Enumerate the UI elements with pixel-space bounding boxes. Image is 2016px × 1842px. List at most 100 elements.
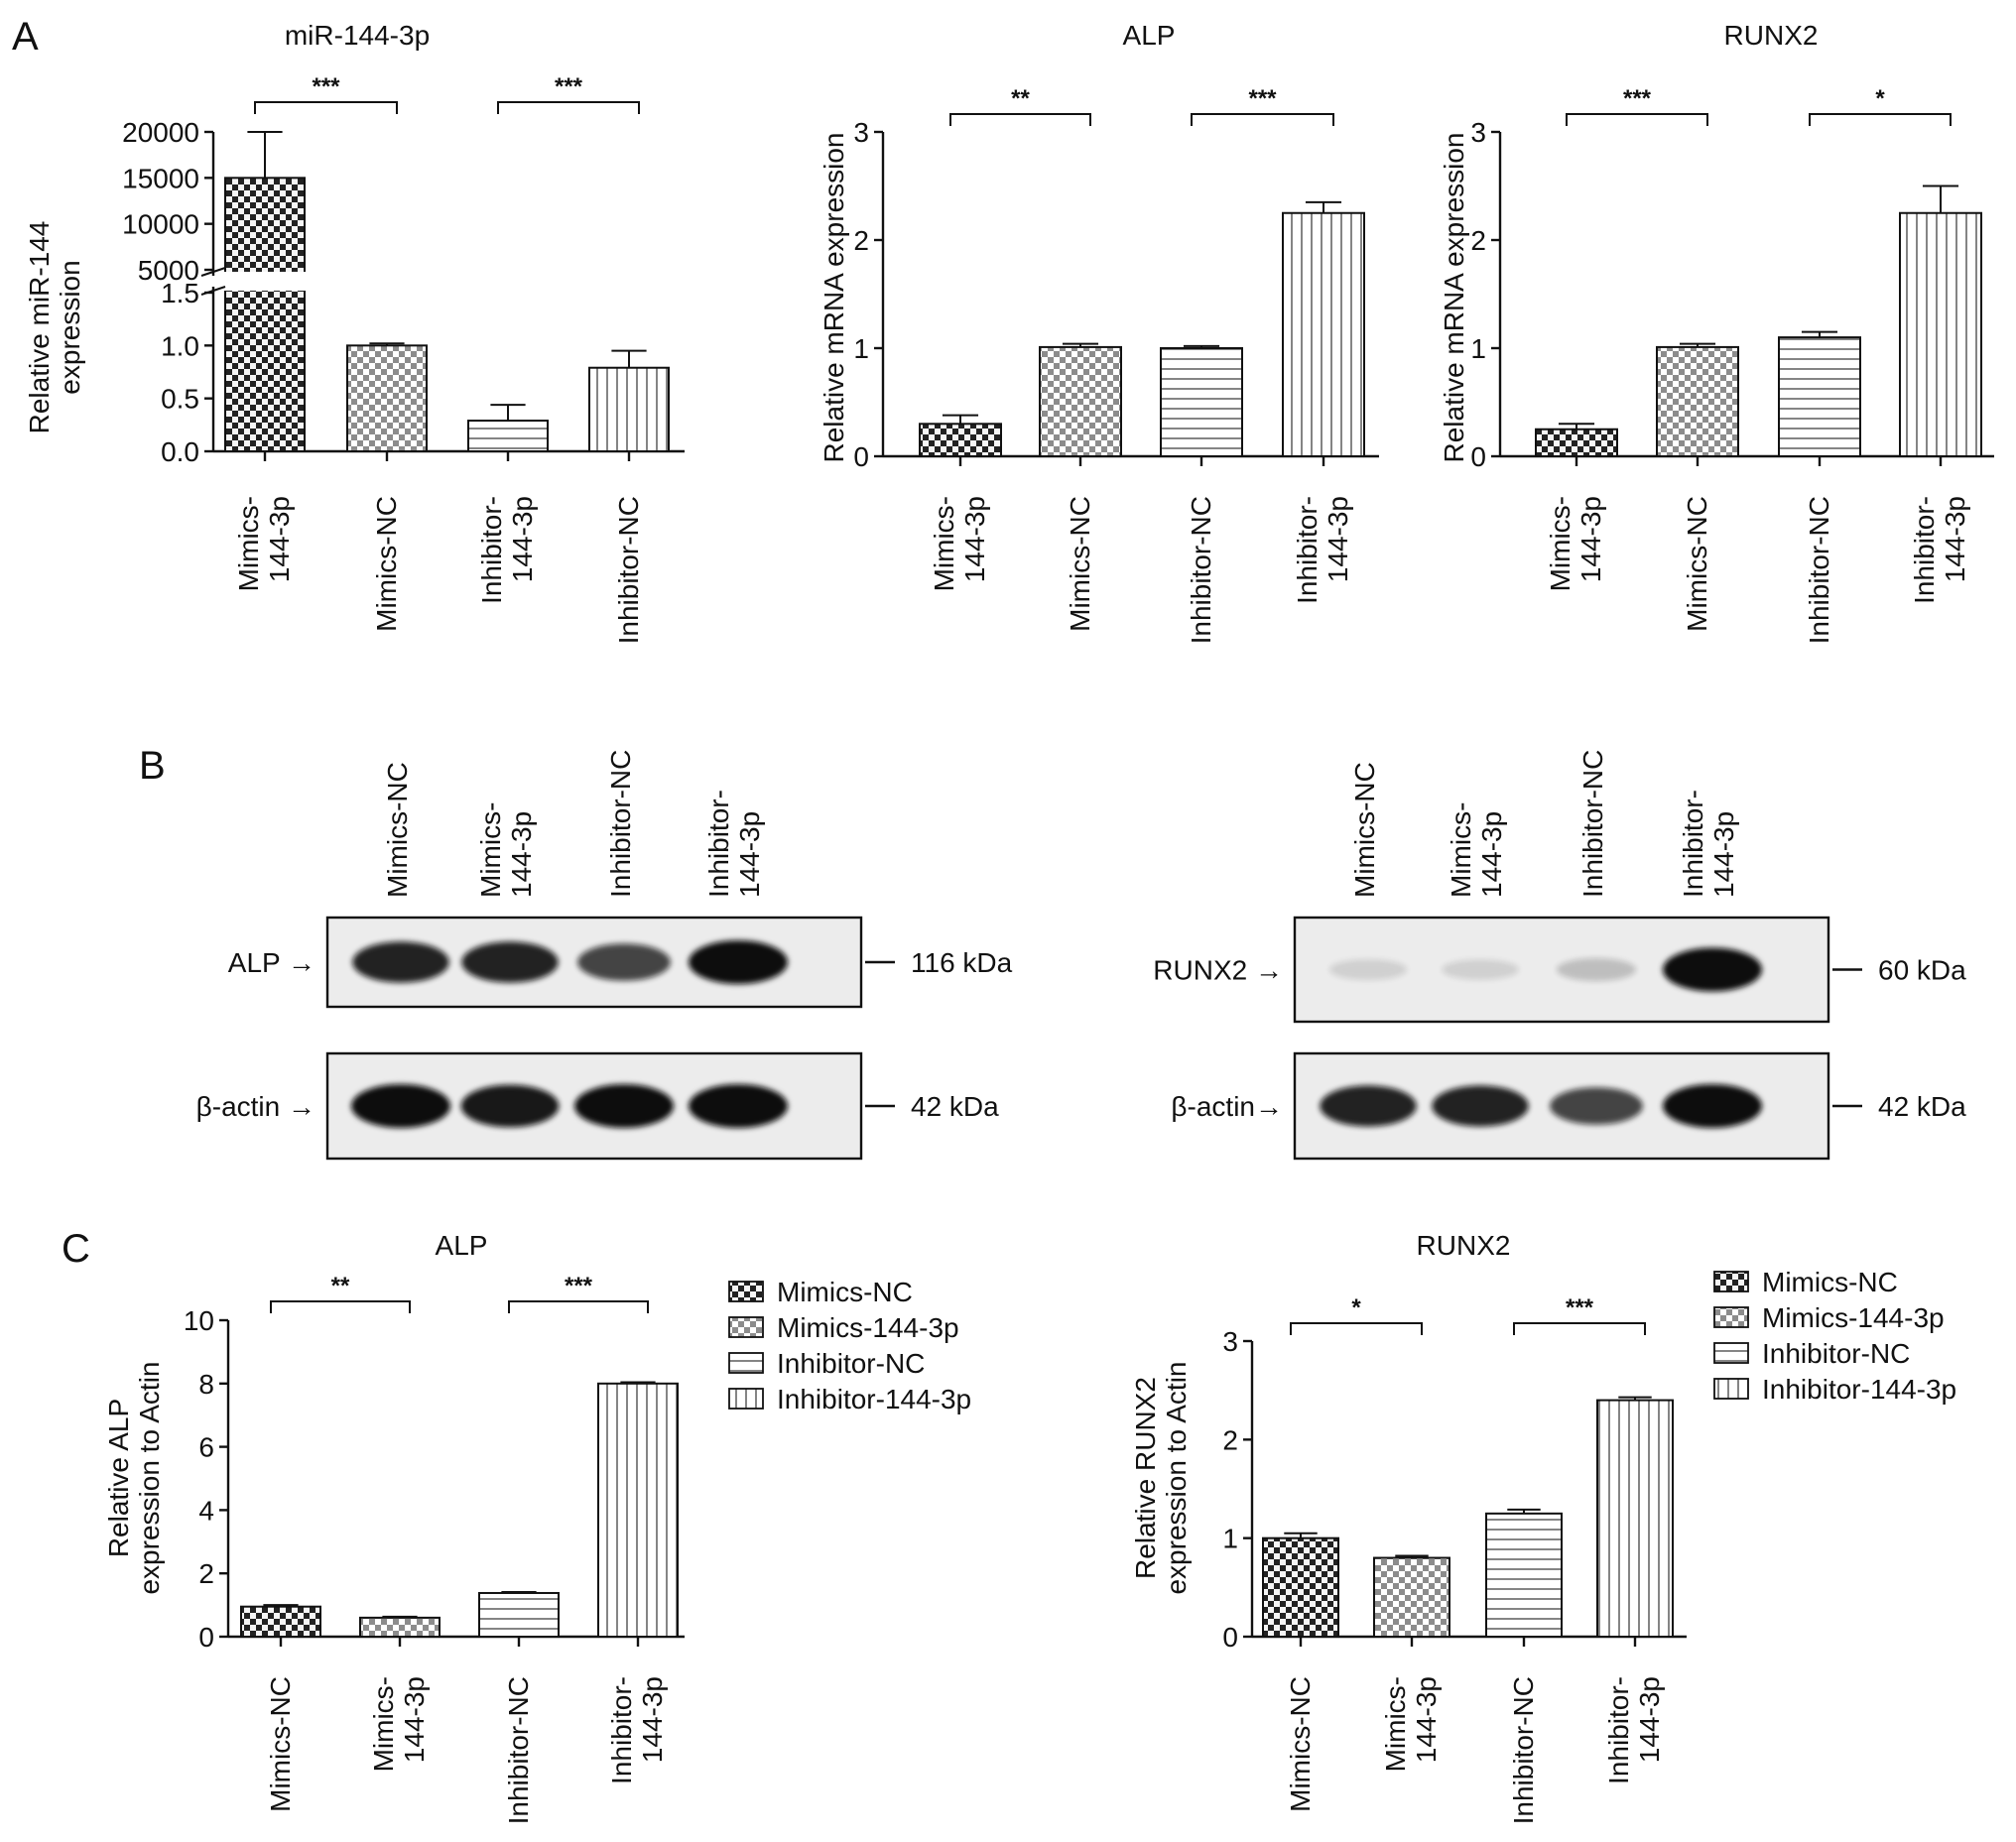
y-tick-label: 10000 [122,209,199,240]
bar [919,423,1002,457]
significance-bracket [1290,1322,1423,1335]
significance-bracket [1566,113,1708,126]
lane-label: Mimics-NC [382,762,413,898]
legend-swatch [1713,1342,1749,1364]
chart-title: ALP [1123,20,1176,51]
lane-label: Inhibitor-144-3p [703,790,765,898]
x-tick-label: Inhibitor-144-3p [1603,1676,1665,1784]
lane-label: Inhibitor-144-3p [1678,790,1739,898]
lane-label: Inhibitor-NC [1577,750,1608,898]
blot-band [1663,947,1762,992]
significance-bracket [508,1300,649,1313]
chart-title: miR-144-3p [285,20,430,51]
legend-label: Inhibitor-NC [1762,1338,1910,1369]
y-tick-label: 1 [853,333,869,364]
bar [1596,1399,1674,1638]
bar [359,1616,441,1638]
molecular-weight-label: 42 kDa [911,1091,999,1122]
blot-band [1663,1084,1762,1128]
y-tick-label: 3 [1470,117,1486,148]
legend-label: Inhibitor-144-3p [777,1384,971,1414]
blot-band [460,1084,560,1128]
legend-label: Inhibitor-144-3p [1762,1374,1956,1405]
y-tick-label: 8 [198,1369,214,1400]
bar [1373,1556,1450,1638]
y-axis-label: Relative ALPexpression to Actin [103,1361,165,1594]
x-tick-label: Inhibitor-144-3p [1292,496,1353,604]
bar [346,344,428,453]
chart-alp-mrna: ALP Relative mRNA expression 0 1 2 3 Mimics-14… [819,20,1379,644]
y-tick-label: 3 [853,117,869,148]
axis-break-mark [200,286,226,296]
significance-label: * [1351,1294,1361,1321]
significance-label: ** [331,1273,350,1299]
western-blot-runx2: Mimics-NC Mimics-144-3p Inhibitor-NC Inhibi… [1153,750,1966,1161]
bar [478,1591,560,1639]
legend-swatch [1713,1306,1749,1328]
blot-band [461,941,559,983]
y-axis-label: Relative RUNX2expression to Actin [1130,1361,1192,1594]
significance-bracket [254,101,398,114]
blot-band [1320,1085,1417,1127]
y-tick-label: 0.5 [161,384,199,415]
significance-label: * [1875,85,1885,112]
y-tick-label: 2 [1222,1424,1238,1455]
significance-bracket [270,1300,411,1313]
blot-band [1432,1085,1529,1127]
bar [1535,428,1618,457]
bar [240,1605,321,1638]
x-tick-label: Inhibitor-NC [613,496,644,644]
bar [1485,1512,1563,1639]
blot-band [689,1084,788,1128]
x-tick-label: Inhibitor-144-3p [606,1676,668,1784]
x-tick-label: Mimics-NC [265,1676,296,1812]
significance-label: *** [565,1273,593,1299]
chart-alp-protein: ALP Relative ALPexpression to Actin 0 2 4 6 8 1… [103,1230,971,1824]
x-tick-label: Mimics-144-3p [1545,496,1606,591]
chart-mir144-expression: miR-144-3p Relative miR-144expression 0.0 0… [24,20,685,644]
x-tick-label: Mimics-144-3p [1380,1676,1442,1772]
bar [1778,336,1861,458]
x-tick-label: Inhibitor-NC [1804,496,1834,644]
y-tick-label: 1.5 [161,278,199,308]
significance-label: *** [555,73,583,100]
bar [1282,211,1365,457]
y-tick-label: 1 [1222,1524,1238,1554]
bar [1899,211,1982,457]
y-tick-label: 5000 [138,255,199,286]
molecular-weight-label: 116 kDa [911,947,1013,978]
bar [1656,345,1739,457]
legend-swatch [728,1316,764,1338]
x-tick-label: Mimics-NC [1285,1676,1316,1812]
legend-swatch [1713,1271,1749,1292]
legend-swatch [1713,1378,1749,1400]
panel-label-c: C [62,1227,90,1271]
bar [1160,347,1243,457]
chart-title: RUNX2 [1724,20,1819,51]
significance-bracket [949,113,1091,126]
y-tick-label: 0 [853,441,869,472]
blot-band [351,1084,450,1128]
y-tick-label: 2 [198,1558,214,1589]
lane-label: Mimics-144-3p [1446,802,1507,898]
x-tick-label: Mimics-144-3p [929,496,990,591]
significance-bracket [497,101,640,114]
blot-band [574,1084,674,1128]
significance-bracket [1513,1322,1646,1335]
blot-band [352,941,449,983]
blot-band [1442,959,1519,980]
y-tick-label: 0 [198,1622,214,1653]
bar [588,366,670,453]
y-tick-label: 0 [1222,1622,1238,1653]
chart-title: ALP [436,1230,488,1261]
y-tick-label: 3 [1222,1326,1238,1357]
legend-label: Mimics-144-3p [1762,1302,1945,1333]
lane-label: Mimics-144-3p [475,802,537,898]
legend-label: Mimics-NC [1762,1267,1898,1297]
y-tick-label: 15000 [122,163,199,193]
molecular-weight-label: 42 kDa [1878,1091,1966,1122]
blot-band [1329,958,1407,981]
lane-label: Mimics-NC [1349,762,1380,898]
significance-bracket [1809,113,1952,126]
